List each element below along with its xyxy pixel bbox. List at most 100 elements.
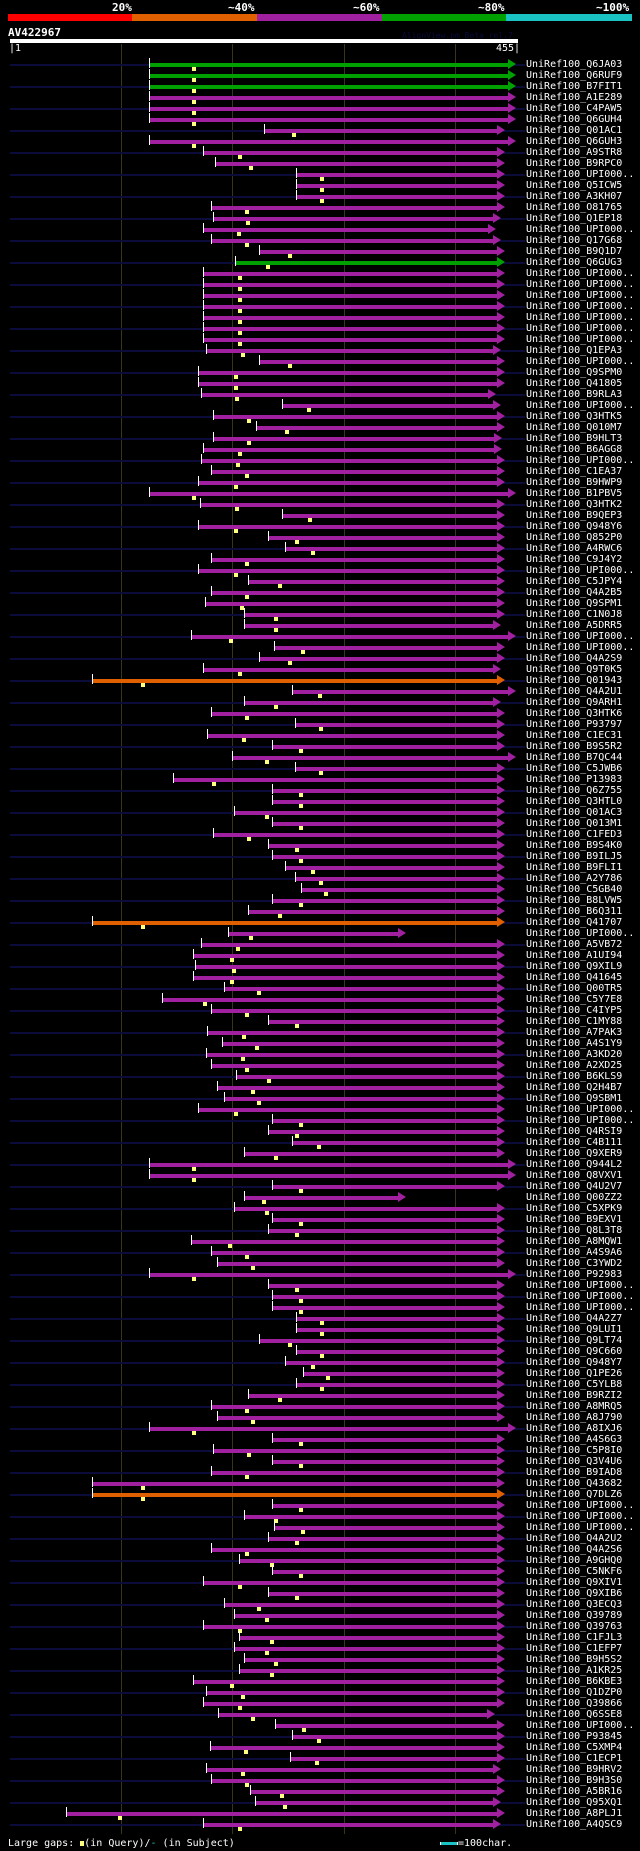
hit-bar[interactable] bbox=[300, 888, 498, 892]
hit-bar[interactable] bbox=[267, 1130, 498, 1134]
hit-bar[interactable] bbox=[199, 503, 498, 507]
hit-row[interactable]: UniRef100_Q3HTK5 bbox=[0, 410, 640, 423]
hit-label[interactable]: UniRef100_C5XMP4 bbox=[526, 1742, 623, 1753]
hit-bar[interactable] bbox=[272, 1119, 498, 1123]
hit-bar[interactable] bbox=[149, 63, 508, 67]
hit-bar[interactable] bbox=[149, 96, 508, 100]
hit-bar[interactable] bbox=[285, 547, 498, 551]
hit-bar[interactable] bbox=[274, 1526, 498, 1530]
hit-row[interactable]: UniRef100_B1PBV5 bbox=[0, 487, 640, 500]
hit-bar[interactable] bbox=[190, 635, 508, 639]
hit-row[interactable]: UniRef100_C5P8I0 bbox=[0, 1444, 640, 1457]
hit-row[interactable]: UniRef100_Q39866 bbox=[0, 1697, 640, 1710]
hit-bar[interactable] bbox=[197, 382, 498, 386]
hit-row[interactable]: UniRef100_B9RZI2 bbox=[0, 1389, 640, 1402]
hit-row[interactable]: UniRef100_B9S5R2 bbox=[0, 740, 640, 753]
hit-bar[interactable] bbox=[223, 1603, 498, 1607]
hit-bar[interactable] bbox=[197, 569, 498, 573]
hit-bar[interactable] bbox=[295, 877, 498, 881]
hit-bar[interactable] bbox=[203, 327, 498, 331]
hit-row[interactable]: UniRef100_Q9SBM1 bbox=[0, 1092, 640, 1105]
hit-label[interactable]: UniRef100_C5GB40 bbox=[526, 884, 623, 895]
hit-row[interactable]: UniRef100_C1ECP1 bbox=[0, 1752, 640, 1765]
hit-bar[interactable] bbox=[295, 767, 498, 771]
hit-row[interactable]: UniRef100_UPI000.. bbox=[0, 278, 640, 291]
hit-row[interactable]: UniRef100_A1E289 bbox=[0, 91, 640, 104]
hit-bar[interactable] bbox=[231, 756, 508, 760]
hit-bar[interactable] bbox=[215, 162, 498, 166]
hit-label[interactable]: UniRef100_A8IXJ6 bbox=[526, 1423, 623, 1434]
hit-row[interactable]: UniRef100_B9FLI1 bbox=[0, 861, 640, 874]
hit-row[interactable]: UniRef100_B9H3S0 bbox=[0, 1774, 640, 1787]
hit-label[interactable]: UniRef100_UPI000.. bbox=[526, 312, 635, 323]
hit-row[interactable]: UniRef100_UPI000.. bbox=[0, 454, 640, 467]
hit-bar[interactable] bbox=[212, 1449, 498, 1453]
hit-label[interactable]: UniRef100_Q9SPM1 bbox=[526, 598, 623, 609]
hit-bar[interactable] bbox=[203, 448, 494, 452]
hit-bar[interactable] bbox=[206, 1691, 498, 1695]
hit-label[interactable]: UniRef100_Q3HTL0 bbox=[526, 796, 623, 807]
hit-label[interactable]: UniRef100_Q9LUI1 bbox=[526, 1324, 623, 1335]
hit-bar[interactable] bbox=[272, 899, 498, 903]
hit-label[interactable]: UniRef100_Q01943 bbox=[526, 675, 623, 686]
hit-label[interactable]: UniRef100_C1N0J8 bbox=[526, 609, 623, 620]
hit-row[interactable]: UniRef100_Q3ECQ3 bbox=[0, 1598, 640, 1611]
hit-bar[interactable] bbox=[233, 1614, 498, 1618]
hit-row[interactable]: UniRef100_C1EFP7 bbox=[0, 1642, 640, 1655]
hit-row[interactable]: UniRef100_UPI000.. bbox=[0, 322, 640, 335]
hit-bar[interactable] bbox=[212, 415, 498, 419]
hit-label[interactable]: UniRef100_UPI000.. bbox=[526, 301, 635, 312]
hit-row[interactable]: UniRef100_Q9T0K5 bbox=[0, 663, 640, 676]
hit-label[interactable]: UniRef100_UPI000.. bbox=[526, 334, 635, 345]
hit-label[interactable]: UniRef100_B9S5R2 bbox=[526, 741, 623, 752]
hit-row[interactable]: UniRef100_Q41645 bbox=[0, 971, 640, 984]
hit-label[interactable]: UniRef100_B9HRV2 bbox=[526, 1764, 623, 1775]
hit-label[interactable]: UniRef100_A4S6G3 bbox=[526, 1434, 623, 1445]
hit-row[interactable]: UniRef100_A4S9A6 bbox=[0, 1246, 640, 1259]
hit-bar[interactable] bbox=[272, 1570, 498, 1574]
hit-row[interactable]: UniRef100_Q948Y6 bbox=[0, 520, 640, 533]
hit-label[interactable]: UniRef100_B9H3S0 bbox=[526, 1775, 623, 1786]
hit-row[interactable]: UniRef100_A7PAK3 bbox=[0, 1026, 640, 1039]
hit-bar[interactable] bbox=[193, 976, 498, 980]
hit-label[interactable]: UniRef100_Q9SPM0 bbox=[526, 367, 623, 378]
hit-bar[interactable] bbox=[259, 250, 498, 254]
hit-label[interactable]: UniRef100_C5JWB6 bbox=[526, 763, 623, 774]
hit-bar[interactable] bbox=[272, 1218, 498, 1222]
hit-label[interactable]: UniRef100_B9HLT3 bbox=[526, 433, 623, 444]
hit-bar[interactable] bbox=[243, 1196, 399, 1200]
hit-label[interactable]: UniRef100_C1EFP7 bbox=[526, 1643, 623, 1654]
hit-bar[interactable] bbox=[223, 987, 498, 991]
hit-label[interactable]: UniRef100_B6KBE3 bbox=[526, 1676, 623, 1687]
hit-bar[interactable] bbox=[210, 591, 498, 595]
hit-bar[interactable] bbox=[203, 228, 489, 232]
hit-label[interactable]: UniRef100_Q1EPA3 bbox=[526, 345, 623, 356]
hit-label[interactable]: UniRef100_C4B111 bbox=[526, 1137, 623, 1148]
hit-row[interactable]: UniRef100_A5VB72 bbox=[0, 938, 640, 951]
hit-bar[interactable] bbox=[296, 184, 498, 188]
hit-bar[interactable] bbox=[207, 734, 498, 738]
hit-bar[interactable] bbox=[272, 1306, 498, 1310]
hit-label[interactable]: UniRef100_Q948Y6 bbox=[526, 521, 623, 532]
hit-bar[interactable] bbox=[149, 118, 508, 122]
hit-row[interactable]: UniRef100_Q39763 bbox=[0, 1620, 640, 1633]
hit-row[interactable]: UniRef100_C5GB40 bbox=[0, 883, 640, 896]
hit-label[interactable]: UniRef100_O81765 bbox=[526, 202, 623, 213]
hit-row[interactable]: UniRef100_Q6RUF9 bbox=[0, 69, 640, 82]
hit-label[interactable]: UniRef100_Q01AC3 bbox=[526, 807, 623, 818]
hit-bar[interactable] bbox=[162, 998, 498, 1002]
hit-row[interactable]: UniRef100_Q4A2U2 bbox=[0, 1532, 640, 1545]
hit-bar[interactable] bbox=[203, 338, 498, 342]
hit-label[interactable]: UniRef100_Q010M7 bbox=[526, 422, 623, 433]
hit-label[interactable]: UniRef100_A8PLJ1 bbox=[526, 1808, 623, 1819]
hit-bar[interactable] bbox=[264, 129, 498, 133]
hit-label[interactable]: UniRef100_Q4A2S9 bbox=[526, 653, 623, 664]
hit-row[interactable]: UniRef100_B9HWP9 bbox=[0, 476, 640, 489]
hit-label[interactable]: UniRef100_C4PAW5 bbox=[526, 103, 623, 114]
hit-row[interactable]: UniRef100_A1KR25 bbox=[0, 1664, 640, 1677]
hit-label[interactable]: UniRef100_Q4RSI9 bbox=[526, 1126, 623, 1137]
hit-bar[interactable] bbox=[92, 1482, 498, 1486]
hit-label[interactable]: UniRef100_B9HWP9 bbox=[526, 477, 623, 488]
hit-bar[interactable] bbox=[217, 1262, 498, 1266]
hit-bar[interactable] bbox=[267, 1229, 498, 1233]
